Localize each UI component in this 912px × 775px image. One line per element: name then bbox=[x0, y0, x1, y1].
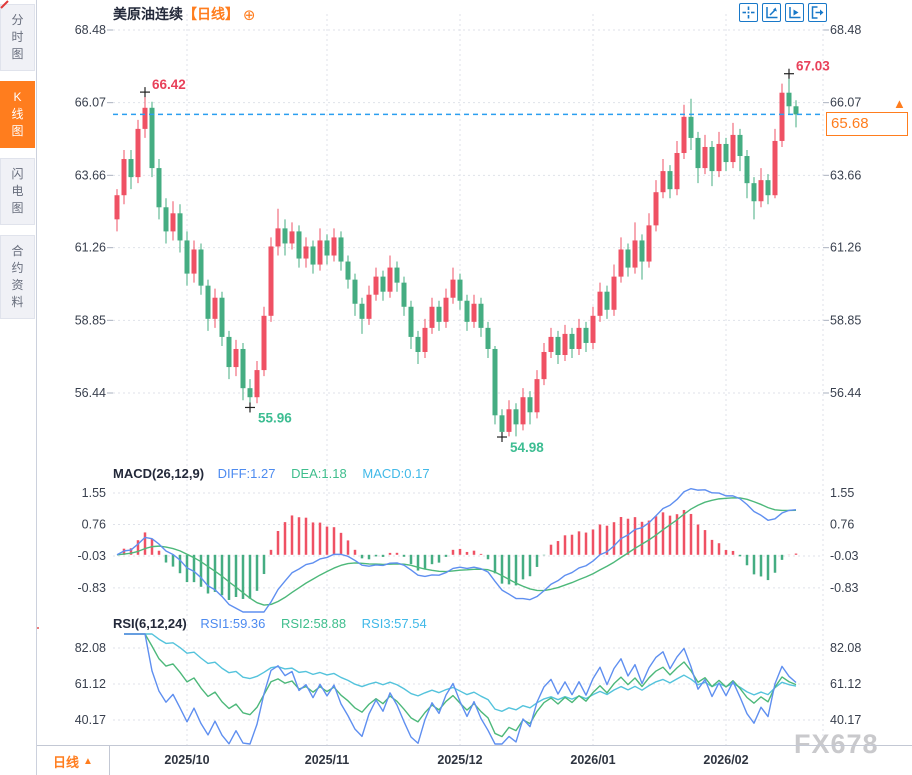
svg-text:-0.83: -0.83 bbox=[78, 581, 107, 595]
svg-text:66.07: 66.07 bbox=[75, 96, 106, 110]
x-axis-date-label: 2026/02 bbox=[703, 753, 749, 767]
svg-text:0.76: 0.76 bbox=[830, 517, 854, 531]
rsi-series bbox=[124, 633, 797, 745]
exit-tool-button[interactable] bbox=[808, 3, 827, 22]
period-tag: 【日线】 bbox=[183, 6, 239, 22]
period-label: 日线 bbox=[53, 754, 80, 770]
sidebar-item-contract-info[interactable]: 合约资料 bbox=[0, 235, 35, 319]
svg-text:56.44: 56.44 bbox=[75, 386, 106, 400]
x-axis-bar: 日线 ▲ 2025/10 2025/11 2025/12 2026/01 2026/02 bbox=[37, 745, 912, 775]
svg-text:68.48: 68.48 bbox=[75, 23, 106, 37]
svg-text:55.96: 55.96 bbox=[258, 410, 292, 425]
svg-text:66.07: 66.07 bbox=[830, 96, 861, 110]
sidebar-item-label: K线图 bbox=[11, 90, 24, 138]
crosshair-tool-button[interactable] bbox=[739, 3, 758, 22]
svg-text:67.03: 67.03 bbox=[796, 59, 830, 74]
svg-text:61.12: 61.12 bbox=[75, 677, 106, 691]
macd-diff-value: DIFF:1.27 bbox=[217, 466, 276, 481]
sidebar-item-label: 闪电图 bbox=[11, 167, 24, 215]
rsi-title: RSI(6,12,24) bbox=[113, 616, 187, 631]
current-price-tag: 65.68 bbox=[826, 112, 908, 136]
svg-text:61.26: 61.26 bbox=[830, 241, 861, 255]
macd-macd-value: MACD:0.17 bbox=[362, 466, 430, 481]
svg-text:68.48: 68.48 bbox=[830, 23, 861, 37]
svg-text:63.66: 63.66 bbox=[830, 168, 861, 182]
svg-text:54.98: 54.98 bbox=[510, 440, 544, 455]
svg-text:66.42: 66.42 bbox=[152, 77, 186, 92]
svg-text:-0.03: -0.03 bbox=[830, 549, 859, 563]
svg-text:-0.83: -0.83 bbox=[830, 581, 859, 595]
instrument-name: 美原油连续 bbox=[113, 6, 183, 22]
x-axis-date-label: 2025/10 bbox=[164, 753, 210, 767]
svg-text:63.66: 63.66 bbox=[75, 168, 106, 182]
axis-play-tool-button[interactable] bbox=[785, 3, 804, 22]
axis-zoom-tool-button[interactable] bbox=[762, 3, 781, 22]
current-price-arrow-icon: ▲ bbox=[893, 96, 906, 111]
svg-text:40.17: 40.17 bbox=[75, 713, 106, 727]
rsi3-value: RSI3:57.54 bbox=[361, 616, 427, 631]
candlestick-series bbox=[114, 73, 799, 438]
rsi2-value: RSI2:58.88 bbox=[281, 616, 347, 631]
svg-text:40.17: 40.17 bbox=[830, 713, 861, 727]
x-axis-date-label: 2025/11 bbox=[304, 753, 350, 767]
sidebar-item-kline-chart[interactable]: K线图 bbox=[0, 81, 35, 148]
sidebar-item-label: 合约资料 bbox=[11, 244, 24, 309]
svg-text:58.85: 58.85 bbox=[75, 313, 106, 327]
svg-text:61.12: 61.12 bbox=[830, 677, 861, 691]
chart-title: 美原油连续【日线】 ⊕ bbox=[113, 4, 255, 24]
svg-text:1.55: 1.55 bbox=[82, 486, 106, 500]
svg-text:56.44: 56.44 bbox=[830, 386, 861, 400]
sidebar-item-label: 分时图 bbox=[11, 13, 24, 61]
svg-text:61.26: 61.26 bbox=[75, 241, 106, 255]
sidebar-item-timeshare-chart[interactable]: 分时图 bbox=[0, 4, 35, 71]
exit-icon bbox=[811, 6, 824, 19]
dropdown-up-icon: ▲ bbox=[83, 755, 93, 767]
rsi1-value: RSI1:59.36 bbox=[200, 616, 266, 631]
period-selector[interactable]: 日线 ▲ bbox=[37, 746, 110, 775]
macd-dea-value: DEA:1.18 bbox=[291, 466, 347, 481]
svg-text:82.08: 82.08 bbox=[830, 641, 861, 655]
sidebar-item-flash-chart[interactable]: 闪电图 bbox=[0, 158, 35, 225]
x-axis-date-label: 2026/01 bbox=[570, 753, 616, 767]
chart-toolbar bbox=[739, 3, 827, 22]
watermark: FX678 bbox=[794, 729, 879, 759]
axis-play-icon bbox=[789, 7, 801, 19]
x-axis-date-label: 2025/12 bbox=[437, 753, 483, 767]
corner-flag-icon bbox=[0, 0, 9, 9]
svg-text:58.85: 58.85 bbox=[830, 313, 861, 327]
macd-title: MACD(26,12,9) bbox=[113, 466, 205, 481]
svg-text:1.55: 1.55 bbox=[830, 486, 854, 500]
svg-text:82.08: 82.08 bbox=[75, 641, 106, 655]
svg-text:-0.03: -0.03 bbox=[78, 549, 107, 563]
svg-text:0.76: 0.76 bbox=[82, 517, 106, 531]
plus-circle-icon[interactable]: ⊕ bbox=[242, 7, 256, 24]
axis-zoom-icon bbox=[766, 7, 778, 19]
macd-header: MACD(26,12,9) DIFF:1.27 DEA:1.18 MACD:0.… bbox=[113, 466, 430, 481]
rsi-header: RSI(6,12,24) RSI1:59.36 RSI2:58.88 RSI3:… bbox=[113, 616, 427, 631]
crosshair-icon bbox=[742, 6, 755, 19]
macd-series bbox=[116, 487, 798, 613]
sidebar: 分时图 K线图 闪电图 合约资料 bbox=[0, 0, 37, 775]
